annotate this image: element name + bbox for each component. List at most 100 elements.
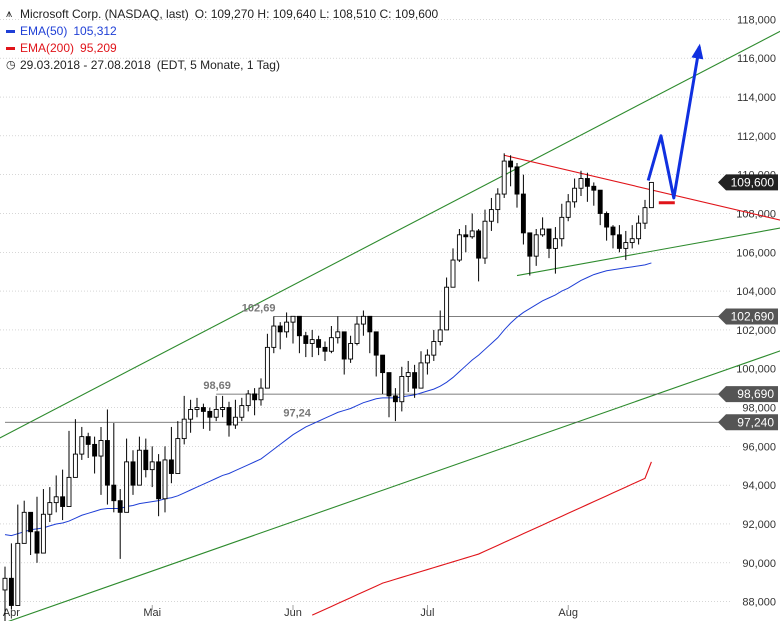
candle[interactable]	[444, 277, 450, 331]
candle[interactable]	[552, 227, 558, 274]
candle[interactable]	[168, 426, 174, 484]
candle[interactable]	[520, 174, 526, 245]
price-badge[interactable]: 98,690	[718, 386, 778, 403]
candle[interactable]	[527, 232, 533, 276]
candle[interactable]	[296, 315, 302, 354]
candle[interactable]	[309, 329, 315, 358]
candle[interactable]	[610, 225, 616, 249]
candle[interactable]	[616, 225, 622, 253]
candle[interactable]	[149, 446, 155, 488]
candle[interactable]	[578, 170, 584, 197]
candle[interactable]	[264, 333, 270, 389]
candle[interactable]	[469, 213, 475, 239]
candle[interactable]	[546, 228, 552, 259]
ema200-line[interactable]	[311, 461, 652, 616]
candle[interactable]	[28, 511, 34, 556]
candle[interactable]	[162, 446, 168, 513]
candle[interactable]	[424, 349, 430, 375]
candle[interactable]	[412, 364, 418, 398]
candle[interactable]	[252, 388, 258, 416]
candle[interactable]	[386, 372, 392, 418]
candle[interactable]	[303, 331, 309, 358]
candle[interactable]	[360, 310, 366, 336]
candle[interactable]	[40, 489, 46, 554]
candle[interactable]	[514, 163, 520, 208]
price-badge[interactable]: 109,600	[718, 174, 778, 191]
candle[interactable]	[623, 230, 629, 261]
candle[interactable]	[418, 351, 424, 389]
candle[interactable]	[565, 194, 571, 222]
candle[interactable]	[47, 487, 53, 523]
candle[interactable]	[642, 199, 648, 229]
projection-arrow[interactable]	[646, 46, 701, 200]
candle[interactable]	[322, 341, 328, 361]
candle[interactable]	[648, 181, 654, 209]
price-badge[interactable]: 102,690	[718, 308, 778, 325]
candle[interactable]	[245, 390, 251, 412]
channel-lower-line[interactable]	[0, 338, 780, 621]
candle[interactable]	[239, 397, 245, 422]
candle[interactable]	[533, 228, 539, 266]
candle[interactable]	[501, 153, 507, 198]
candle[interactable]	[335, 316, 341, 344]
candle[interactable]	[15, 504, 21, 606]
candle[interactable]	[258, 378, 264, 406]
candle[interactable]	[597, 189, 603, 226]
candle[interactable]	[271, 316, 277, 354]
candle[interactable]	[98, 426, 104, 495]
candle[interactable]	[405, 360, 411, 393]
candle[interactable]	[284, 312, 290, 338]
channel-upper-line[interactable]	[0, 12, 780, 439]
candle[interactable]	[476, 228, 482, 282]
candle[interactable]	[290, 315, 296, 344]
candle[interactable]	[200, 403, 206, 429]
candle[interactable]	[124, 438, 130, 513]
candle[interactable]	[130, 450, 136, 495]
chart-type-icon[interactable]: ⩚	[6, 8, 13, 20]
candle[interactable]	[53, 475, 59, 513]
candle[interactable]	[226, 401, 232, 437]
candle[interactable]	[72, 419, 78, 478]
candle[interactable]	[437, 310, 443, 346]
candle[interactable]	[111, 423, 117, 513]
candle[interactable]	[540, 217, 546, 237]
candle[interactable]	[232, 399, 238, 429]
candle[interactable]	[380, 354, 386, 394]
candle[interactable]	[136, 436, 142, 486]
candle[interactable]	[60, 469, 66, 521]
candle[interactable]	[328, 326, 334, 354]
candle[interactable]	[572, 178, 578, 208]
candle[interactable]	[591, 182, 597, 206]
candle[interactable]	[66, 430, 72, 507]
candle[interactable]	[373, 331, 379, 377]
candle[interactable]	[181, 395, 187, 445]
candle[interactable]	[604, 211, 610, 241]
candle[interactable]	[463, 225, 469, 253]
candle[interactable]	[559, 203, 565, 247]
candle[interactable]	[104, 409, 110, 505]
candle[interactable]	[207, 407, 213, 431]
candle[interactable]	[79, 426, 85, 460]
candle[interactable]	[392, 388, 398, 422]
candle[interactable]	[367, 315, 373, 354]
candle[interactable]	[2, 566, 8, 621]
ema50-line[interactable]	[4, 262, 652, 537]
candle[interactable]	[636, 215, 642, 245]
candle[interactable]	[143, 438, 149, 478]
triangle-lower-line[interactable]	[516, 221, 780, 277]
candle[interactable]	[8, 543, 14, 610]
candle[interactable]	[482, 209, 488, 264]
candle[interactable]	[34, 496, 40, 563]
candle[interactable]	[117, 489, 123, 559]
candle[interactable]	[629, 225, 635, 249]
candle[interactable]	[21, 500, 27, 544]
candle[interactable]	[316, 335, 322, 356]
candle[interactable]	[277, 322, 283, 350]
candle[interactable]	[92, 436, 98, 474]
candle[interactable]	[220, 395, 226, 418]
candle[interactable]	[450, 248, 456, 288]
candle[interactable]	[194, 397, 200, 418]
candle[interactable]	[341, 331, 347, 375]
candle[interactable]	[456, 228, 462, 262]
